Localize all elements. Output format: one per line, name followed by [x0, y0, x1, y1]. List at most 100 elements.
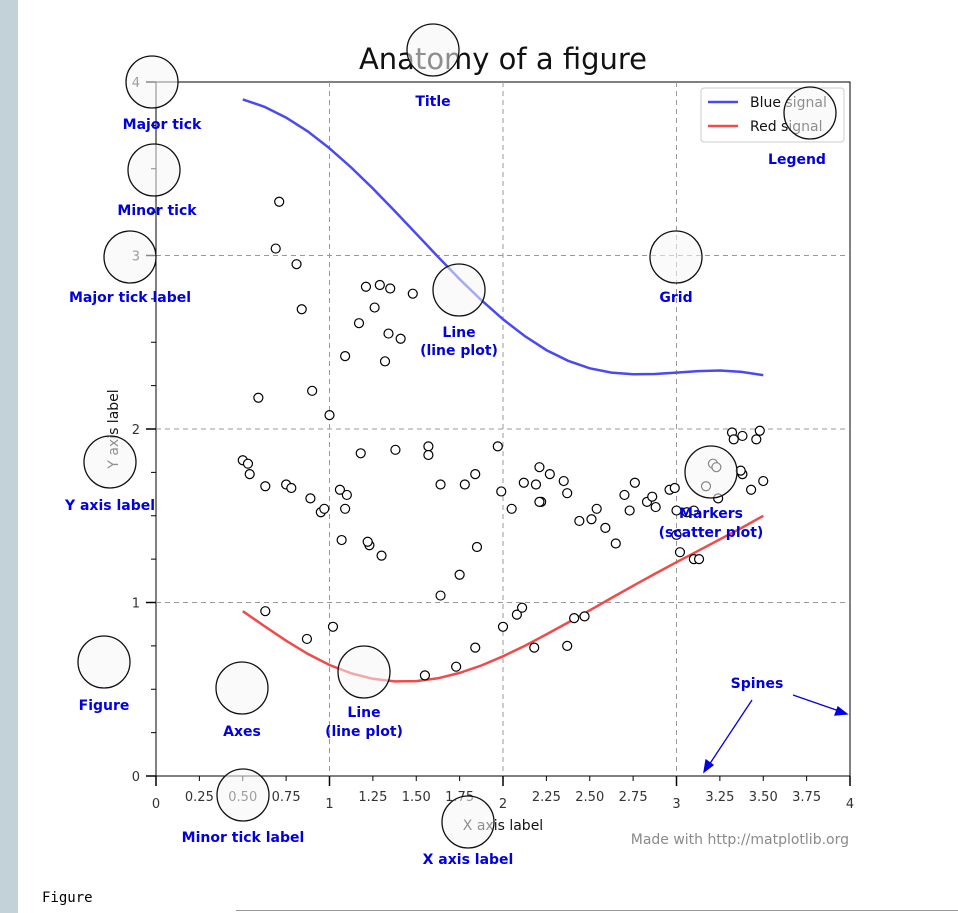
- scatter-point: [647, 491, 658, 502]
- legend-circle: [783, 86, 837, 140]
- annotation-minor-tick-label: Minor tick label: [182, 830, 305, 846]
- scatter-point: [610, 538, 621, 549]
- scatter-point: [470, 642, 481, 653]
- x-minor-tick-label: 2.25: [532, 790, 561, 805]
- credit-text: Made with http://matplotlib.org: [631, 832, 849, 848]
- scatter-point: [511, 609, 522, 620]
- scatter-point: [492, 441, 503, 452]
- scatter-point: [274, 196, 285, 207]
- annotation-major-tick-label: Major tick label: [69, 290, 191, 306]
- scatter-point: [579, 611, 590, 622]
- scatter-point: [353, 318, 365, 329]
- scatter-point: [327, 621, 339, 632]
- scatter-point: [260, 481, 271, 492]
- left-window-edge: [0, 0, 18, 913]
- scatter-point: [244, 469, 255, 480]
- scatter-point: [470, 469, 481, 480]
- annotation-markers: Markers: [679, 506, 743, 522]
- scatter-point: [562, 640, 573, 651]
- y-major-tick-label: 1: [132, 597, 140, 612]
- scatter-point: [435, 479, 446, 490]
- red-signal-line: [242, 514, 764, 683]
- minor-tick-circle: [127, 143, 181, 197]
- scatter-point: [674, 547, 686, 558]
- scatter-point: [693, 554, 705, 565]
- chart-title: Anatomy of a figure: [359, 42, 647, 76]
- scatter-point: [376, 550, 387, 561]
- x-minor-tick-label: 3.25: [705, 790, 734, 805]
- scatter-point: [305, 493, 316, 504]
- markers-circle: [684, 445, 738, 499]
- scatter-point: [497, 621, 509, 632]
- annotation-markers-sub: (scatter plot): [659, 525, 764, 541]
- scatter-point: [746, 484, 757, 495]
- scatter-point: [379, 356, 391, 367]
- scatter-point: [319, 503, 330, 514]
- major-tick-label-circle: [103, 230, 157, 284]
- scatter-point: [307, 385, 318, 396]
- scatter-point: [369, 302, 380, 313]
- annotation-line-2-sub: (line plot): [325, 724, 403, 740]
- major-tick-circle: [125, 55, 179, 109]
- scatter-point: [419, 670, 431, 681]
- scatter-point: [355, 448, 366, 459]
- scatter-point: [624, 505, 635, 516]
- scatter-point: [671, 529, 682, 540]
- scatter-point: [506, 503, 517, 514]
- scatter-point: [459, 479, 470, 490]
- scatter-point: [688, 505, 699, 516]
- scatter-point: [423, 449, 434, 461]
- y-major-tick-label: 0: [132, 770, 140, 785]
- scatter-point: [574, 515, 585, 527]
- line-1-circle: [432, 263, 486, 317]
- bottom-divider: [236, 910, 958, 911]
- figure-caption: Figure: [42, 890, 93, 906]
- annotation-circles: [77, 23, 837, 849]
- scatter-point: [253, 392, 264, 403]
- scatter-point: [544, 469, 555, 480]
- scatter-point: [451, 661, 462, 672]
- x-axis-label-circle: [441, 795, 495, 849]
- scatter-point: [669, 482, 680, 494]
- scatter-point: [334, 484, 346, 495]
- scatter-point: [340, 351, 351, 362]
- scatter-point: [496, 486, 507, 497]
- scatter-point: [516, 602, 528, 613]
- scatter-point: [758, 475, 769, 487]
- scatter-point: [518, 477, 529, 488]
- annotation-legend: Legend: [768, 152, 826, 168]
- title-circle: [406, 23, 460, 77]
- x-minor-tick-label: 3.50: [749, 790, 778, 805]
- scatter-point: [286, 482, 297, 494]
- annotation-axes: Axes: [223, 724, 261, 740]
- spines-arrow-bottom: [706, 699, 753, 769]
- scatter-point: [301, 633, 313, 645]
- annotation-minor-tick: Minor tick: [117, 203, 197, 219]
- annotation-major-tick: Major tick: [123, 117, 202, 133]
- axes-circle: [215, 661, 269, 715]
- scatter-point: [341, 489, 352, 501]
- scatter-point: [471, 541, 483, 553]
- scatter-point: [558, 475, 569, 487]
- scatter-point: [600, 522, 611, 533]
- x-minor-tick-label: 1.50: [402, 790, 431, 805]
- y-major-tick-label: 2: [132, 423, 140, 438]
- scatter-point: [362, 536, 373, 547]
- minor-tick-label-circle: [216, 768, 270, 822]
- x-minor-tick-label: 2.50: [575, 790, 604, 805]
- scatter-point: [435, 590, 446, 601]
- scatter-point: [591, 503, 602, 514]
- scatter-point: [562, 488, 573, 499]
- annotation-line-1: Line: [442, 325, 475, 341]
- x-minor-tick-label: 0.75: [272, 790, 301, 805]
- annotation-title: Title: [415, 94, 450, 110]
- scatter-point: [569, 613, 580, 624]
- scatter-point: [586, 514, 597, 525]
- x-minor-tick-label: 3.75: [792, 790, 821, 805]
- x-minor-tick-label: 1.25: [358, 790, 387, 805]
- x-major-tick-label: 0: [152, 797, 160, 812]
- figure-circle: [77, 635, 131, 689]
- scatter-point: [383, 328, 394, 339]
- scatter-point: [629, 477, 640, 488]
- spines-arrowhead-bottom: [703, 758, 715, 774]
